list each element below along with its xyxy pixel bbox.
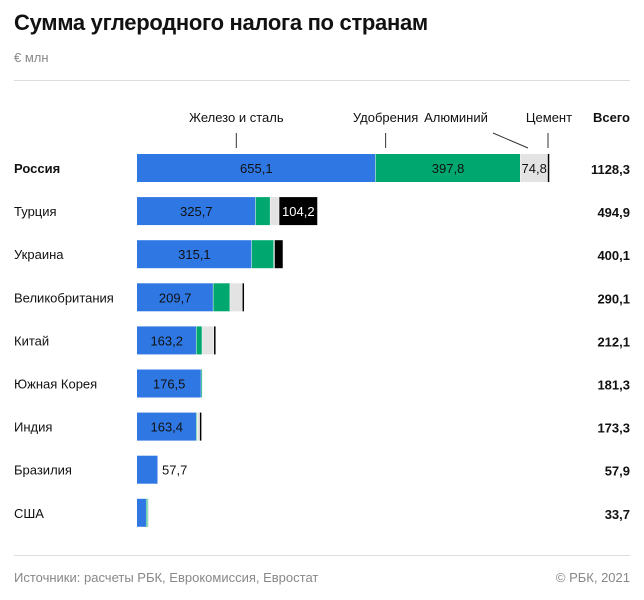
value-label: 163,4 bbox=[150, 420, 183, 435]
series-label: Цемент bbox=[526, 110, 572, 125]
country-label: Россия bbox=[14, 161, 60, 176]
value-label: 397,8 bbox=[432, 161, 465, 176]
total-value: 181,3 bbox=[597, 378, 630, 393]
chart-title: Сумма углеродного налога по странам bbox=[14, 10, 428, 35]
bar-segment-1 bbox=[137, 498, 147, 527]
total-value: 33,7 bbox=[605, 507, 630, 522]
total-header: Всего bbox=[593, 110, 630, 125]
bar-segment-3 bbox=[270, 197, 280, 226]
bar-segment-2 bbox=[213, 283, 231, 312]
series-label: Железо и сталь bbox=[189, 110, 284, 125]
country-label: США bbox=[14, 506, 44, 521]
country-label: Бразилия bbox=[14, 463, 72, 478]
bar-segment-1 bbox=[137, 326, 197, 355]
series-label: Удобрения bbox=[353, 110, 418, 125]
value-label: 209,7 bbox=[159, 290, 192, 305]
total-value: 57,9 bbox=[605, 464, 630, 479]
bar-segment-1 bbox=[137, 455, 159, 484]
bar-segment-3 bbox=[147, 498, 150, 527]
total-value: 212,1 bbox=[597, 334, 630, 349]
series-label: Алюминий bbox=[424, 110, 488, 125]
value-label: 176,5 bbox=[153, 377, 186, 392]
unit-label: € млн bbox=[14, 50, 49, 65]
total-value: 494,9 bbox=[597, 205, 630, 220]
bar-segment-1 bbox=[137, 369, 202, 398]
bar-segment-3 bbox=[520, 154, 548, 182]
bar-segment-2 bbox=[146, 498, 148, 527]
top-divider bbox=[14, 80, 630, 81]
bar-segment-2 bbox=[255, 197, 271, 226]
total-value: 173,3 bbox=[597, 421, 630, 436]
bar-segment-3 bbox=[197, 412, 200, 441]
bar-segment-4 bbox=[214, 326, 216, 355]
bar-segment-4 bbox=[199, 412, 202, 441]
country-label: Турция bbox=[14, 204, 57, 219]
value-label: 163,2 bbox=[150, 333, 183, 348]
total-value: 400,1 bbox=[597, 248, 630, 263]
bar-segment-2 bbox=[375, 154, 521, 182]
source-note: Источники: расчеты РБК, Еврокомиссия, Ев… bbox=[14, 570, 319, 585]
bar-segment-1 bbox=[137, 240, 252, 269]
total-value: 290,1 bbox=[597, 291, 630, 306]
country-label: Южная Корея bbox=[14, 377, 97, 392]
bar-segment-3 bbox=[230, 283, 243, 312]
country-label: Индия bbox=[14, 420, 52, 435]
value-label: 104,2 bbox=[282, 204, 315, 219]
bar-segment-1 bbox=[137, 197, 256, 226]
value-label: 315,1 bbox=[178, 247, 211, 262]
leader-line bbox=[492, 132, 529, 149]
bottom-divider bbox=[14, 555, 630, 556]
bar-segment-2 bbox=[251, 240, 274, 269]
bar-segment-2 bbox=[196, 326, 203, 355]
bar-segment-1 bbox=[137, 412, 197, 441]
value-label: 57,7 bbox=[162, 463, 187, 478]
value-label: 74,8 bbox=[522, 161, 547, 176]
bar-segment-4 bbox=[547, 154, 550, 182]
bar-segment-1 bbox=[137, 283, 214, 312]
bar-segment-4 bbox=[274, 240, 283, 269]
country-label: Китай bbox=[14, 333, 49, 348]
bar-segment-1 bbox=[137, 154, 376, 182]
bar-segment-3 bbox=[202, 326, 215, 355]
value-label: 655,1 bbox=[240, 161, 273, 176]
value-label: 325,7 bbox=[180, 204, 213, 219]
bar-segment-4 bbox=[242, 283, 245, 312]
copyright: © РБК, 2021 bbox=[555, 570, 630, 585]
bar-segment-4 bbox=[279, 197, 318, 226]
country-label: Великобритания bbox=[14, 290, 114, 305]
total-value: 1128,3 bbox=[591, 162, 630, 177]
country-label: Украина bbox=[14, 247, 64, 262]
bar-segment-2 bbox=[201, 369, 203, 398]
